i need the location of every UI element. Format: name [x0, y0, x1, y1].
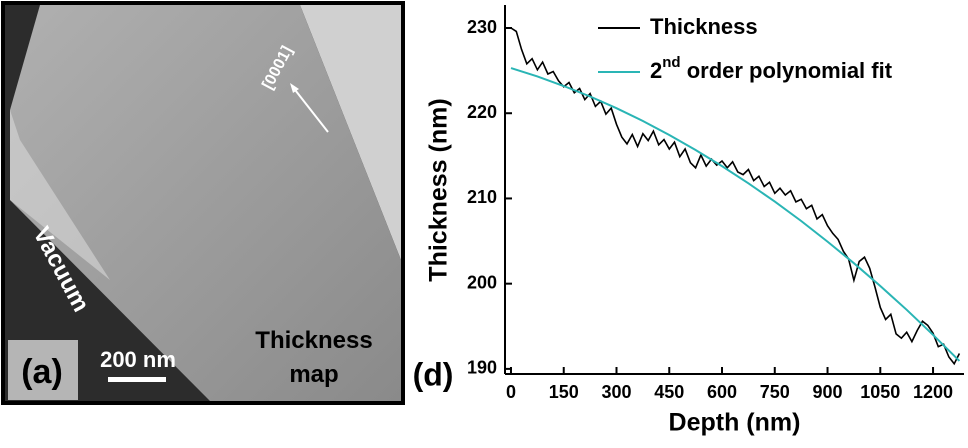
y-tick-label: 190 [467, 358, 497, 378]
scale-bar-label: 200 nm [100, 347, 176, 372]
x-tick-label: 1050 [860, 382, 900, 402]
series-line [510, 67, 961, 362]
panel-d: 190 200 210 220 230 0 150 300 450 600 750 900 1050 12… [413, 5, 964, 437]
x-tick-label: 1200 [913, 382, 953, 402]
y-tick-label: 230 [467, 17, 497, 37]
y-tick-label: 220 [467, 102, 497, 122]
x-axis-title: Depth (nm) [669, 409, 801, 437]
legend-label: 2nd order polynomial fit [650, 54, 893, 83]
label-box [8, 340, 78, 400]
x-tick-label: 300 [601, 382, 631, 402]
legend-label: Thickness [650, 14, 758, 39]
legend-label-part: nd [662, 54, 680, 71]
x-tick-label: 0 [506, 382, 516, 402]
x-tick-label: 750 [760, 382, 790, 402]
panel-label: (a) [21, 353, 63, 391]
arrow-head [290, 83, 299, 93]
x-tick-label: 900 [813, 382, 843, 402]
x-tick-label: 600 [707, 382, 737, 402]
legend-label-part: order polynomial fit [681, 58, 893, 83]
direction-arrow [291, 85, 329, 133]
x-tick-label: 450 [654, 382, 684, 402]
caption-line: Thickness map [255, 327, 372, 388]
caption-continued: map [289, 361, 338, 388]
y-tick-label: 210 [467, 187, 497, 207]
y-axis-title: Thickness (nm) [425, 98, 453, 281]
edge-highlight [10, 110, 110, 280]
series-line [510, 27, 961, 366]
legend-label-part: 2 [650, 58, 662, 83]
panel-a: (a) 200 nm Thickness map Vacuum [0001] [1, 1, 405, 405]
y-tick-label: 200 [467, 272, 497, 292]
panel-label: (d) [413, 356, 454, 392]
caption: Thickness [255, 327, 372, 354]
x-tick-label: 150 [549, 382, 579, 402]
sample-region [10, 5, 401, 401]
scale-bar [108, 377, 166, 382]
